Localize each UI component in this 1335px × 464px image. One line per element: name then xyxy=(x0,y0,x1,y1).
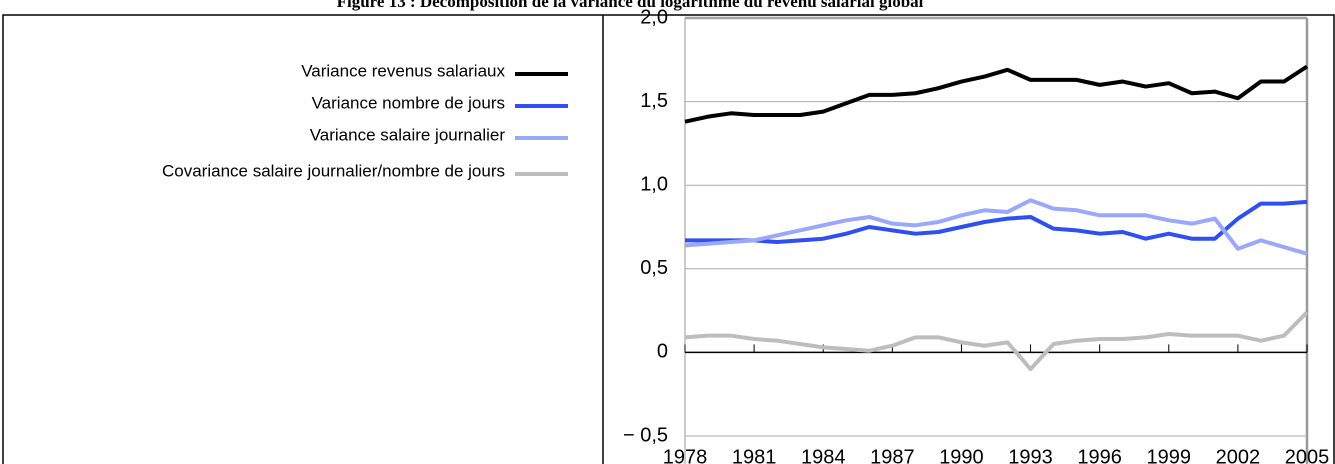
legend-label: Variance salaire journalier xyxy=(310,125,506,144)
x-tick-label: 1993 xyxy=(1008,446,1053,464)
x-tick-label: 1990 xyxy=(939,446,984,464)
outer-frame xyxy=(2,14,1335,464)
x-tick-label: 1978 xyxy=(663,446,708,464)
x-tick-label: 1981 xyxy=(732,446,777,464)
y-tick-label: 0 xyxy=(657,341,668,363)
x-tick-label: 2005 xyxy=(1285,446,1330,464)
legend-label: Variance revenus salariaux xyxy=(301,61,505,80)
legend-label: Variance nombre de jours xyxy=(312,93,505,112)
y-tick-label: 2,0 xyxy=(640,6,668,28)
x-tick-label: 1987 xyxy=(870,446,915,464)
series-line xyxy=(684,198,1308,256)
y-tick-label: 1,0 xyxy=(640,173,668,195)
x-tick-label: 1984 xyxy=(801,446,846,464)
x-tick-label: 1999 xyxy=(1147,446,1192,464)
series-line xyxy=(684,64,1309,124)
series-line xyxy=(684,310,1309,372)
chart-title: Figure 13 : Décomposition de la variance… xyxy=(337,0,924,11)
legend-label: Covariance salaire journalier/nombre de … xyxy=(162,161,505,180)
y-tick-label: 0,5 xyxy=(640,257,668,279)
y-tick-label: − 0,5 xyxy=(623,424,668,446)
x-tick-label: 1996 xyxy=(1077,446,1122,464)
x-tick-label: 2002 xyxy=(1216,446,1261,464)
series-line xyxy=(685,199,1308,245)
y-tick-label: 1,5 xyxy=(640,90,668,112)
